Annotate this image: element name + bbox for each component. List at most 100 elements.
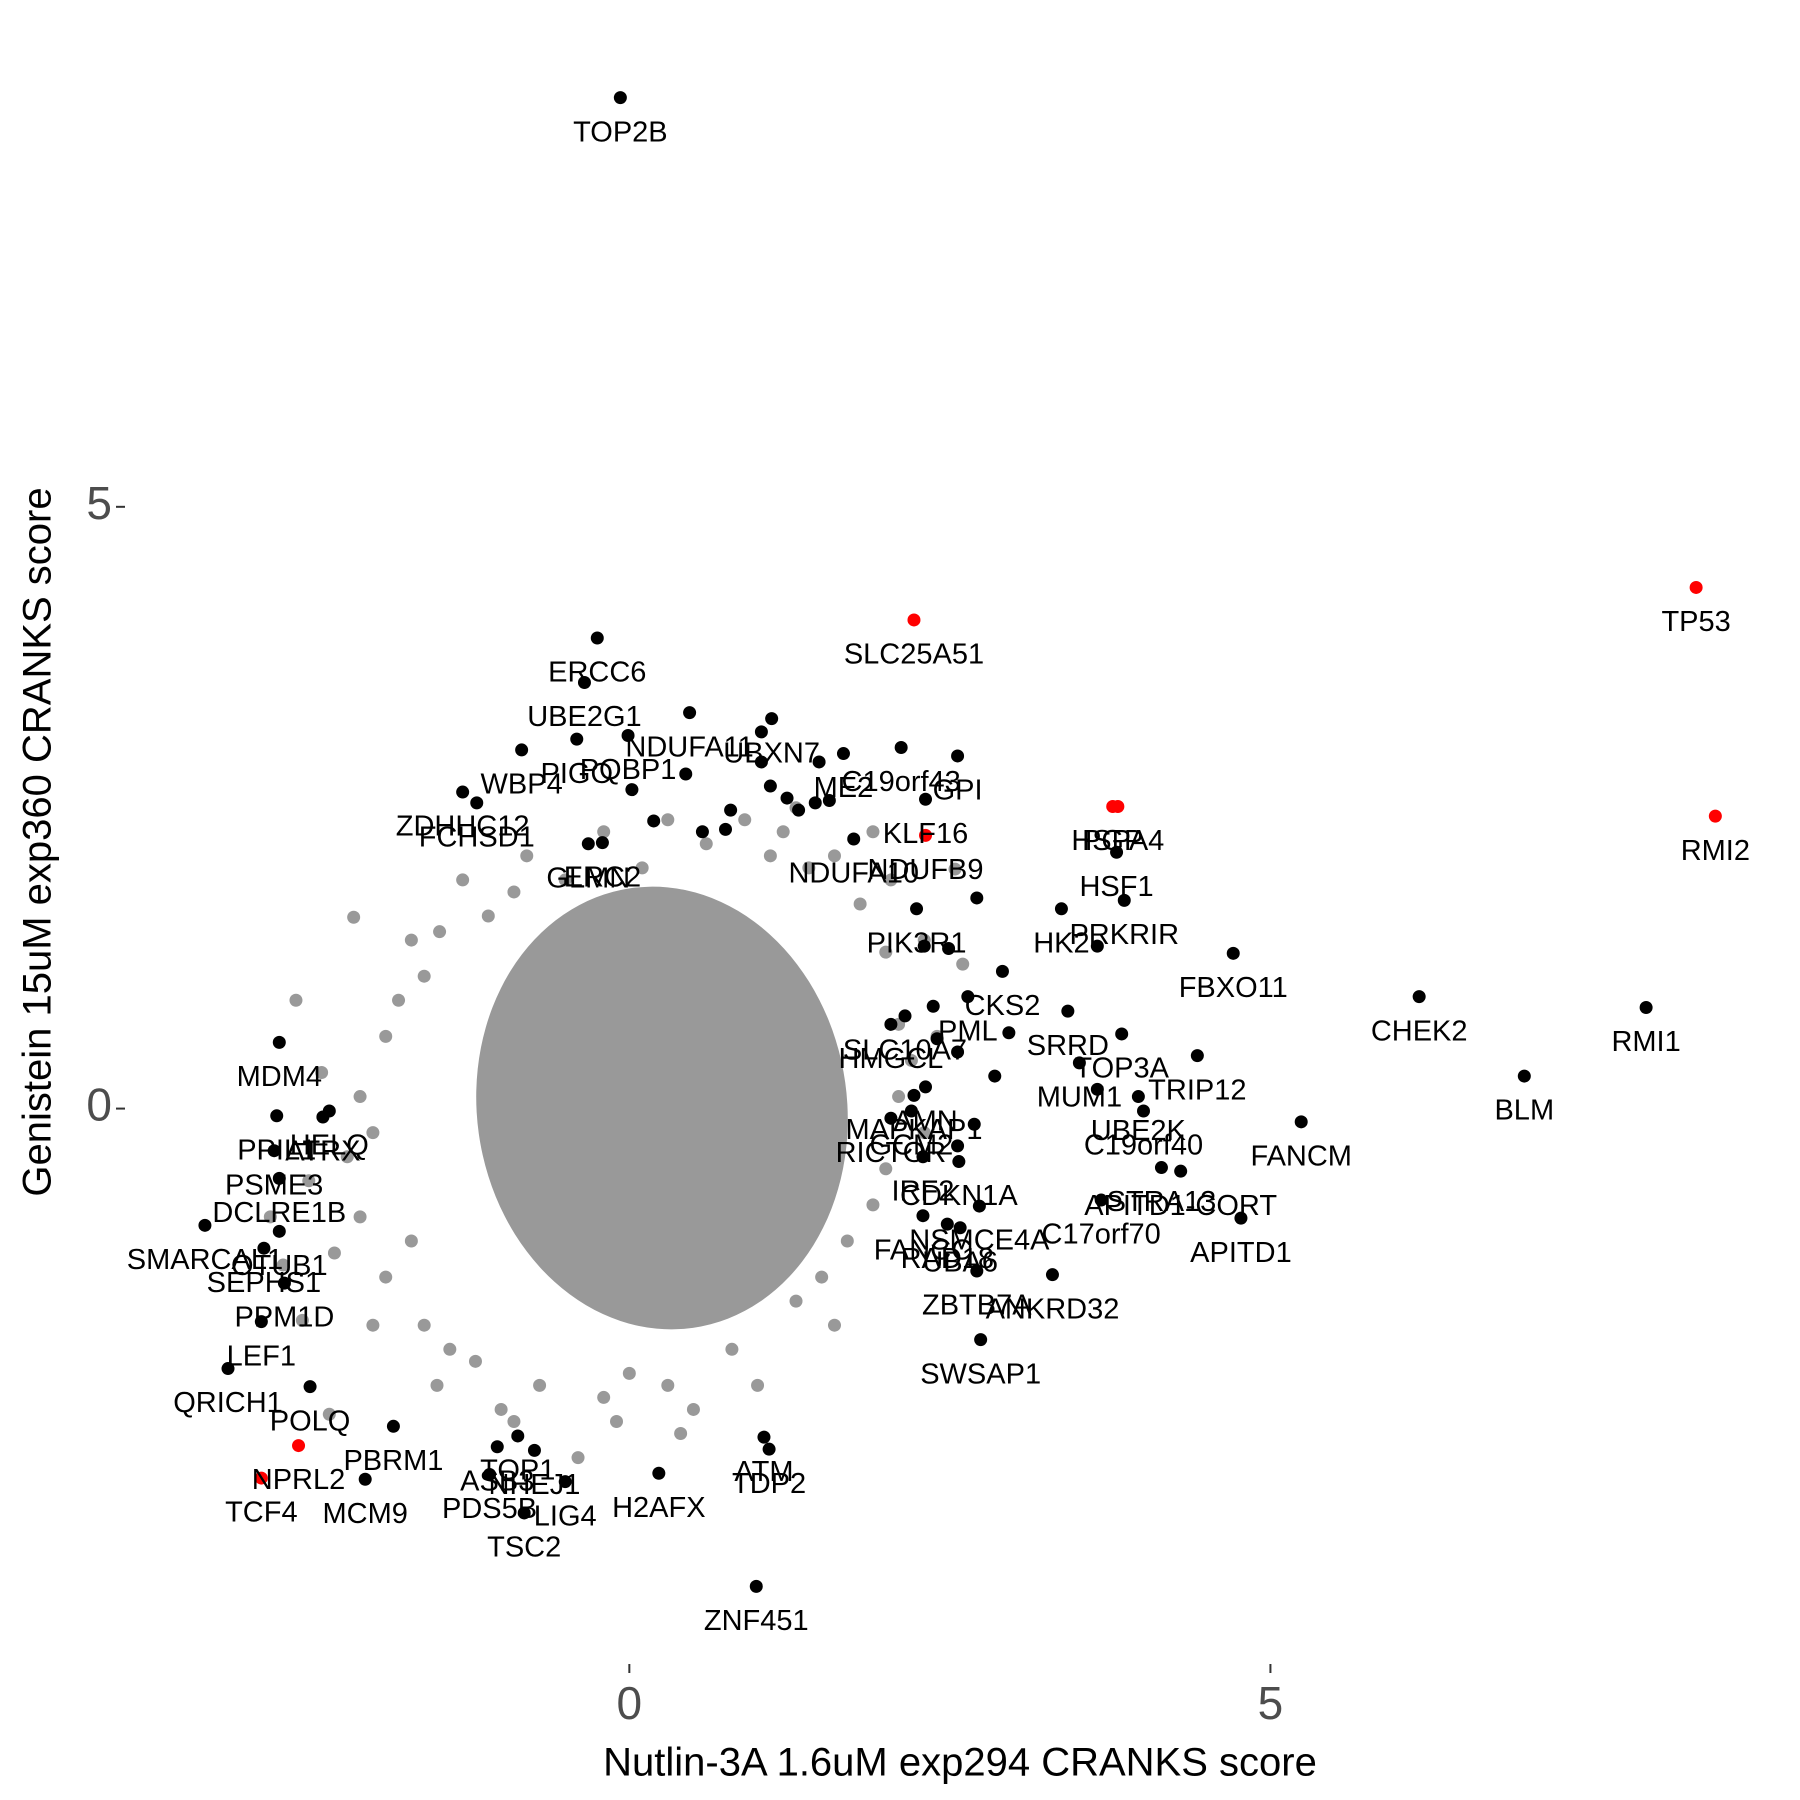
- point-label: AMN: [893, 1106, 957, 1138]
- point: [622, 1366, 636, 1380]
- point-label: TOP3A: [1074, 1053, 1169, 1085]
- point: [272, 1224, 286, 1238]
- point: [853, 897, 867, 911]
- point: [884, 1017, 898, 1031]
- point: [952, 1155, 966, 1169]
- point: [970, 891, 984, 905]
- point: [1136, 1104, 1150, 1118]
- point: [930, 1032, 944, 1046]
- point: [836, 747, 850, 761]
- point: [392, 993, 406, 1007]
- point: [1045, 1268, 1059, 1282]
- point-label: RMI2: [1681, 835, 1750, 867]
- point: [679, 767, 693, 781]
- point: [972, 1199, 986, 1213]
- point: [625, 783, 639, 797]
- point: [661, 813, 675, 827]
- point: [527, 1443, 541, 1457]
- point: [276, 1258, 290, 1272]
- point: [1094, 1193, 1108, 1207]
- point: [652, 1466, 666, 1480]
- point-label: POLQ: [270, 1405, 351, 1437]
- y-axis-title: Genistein 15uM exp360 CRANKS score: [16, 487, 60, 1196]
- point: [1154, 1161, 1168, 1175]
- point: [916, 1209, 930, 1223]
- point: [470, 796, 484, 810]
- point: [894, 741, 908, 755]
- point: [443, 1342, 457, 1356]
- point: [724, 803, 738, 817]
- point: [267, 1144, 281, 1158]
- point-label: PDS5B: [442, 1493, 537, 1525]
- point-label: LEF1: [227, 1340, 296, 1372]
- point: [1234, 1211, 1248, 1225]
- point-label: RICTOR: [836, 1137, 947, 1169]
- point-label: GPI: [933, 775, 983, 807]
- point: [610, 1414, 624, 1428]
- point: [483, 1467, 497, 1481]
- point: [970, 1264, 984, 1278]
- point: [951, 749, 965, 763]
- point-label: ANKRD32: [986, 1293, 1120, 1325]
- point-label: MUM1: [1037, 1082, 1122, 1114]
- point: [353, 1210, 367, 1224]
- point: [951, 1045, 965, 1059]
- point-label: OTUB1: [231, 1250, 328, 1282]
- point-label: TDP2: [732, 1468, 806, 1500]
- point: [404, 933, 418, 947]
- point: [198, 1218, 212, 1232]
- point: [1226, 946, 1240, 960]
- point: [749, 1579, 763, 1593]
- point: [686, 1402, 700, 1416]
- point-label: HK2: [1033, 927, 1089, 959]
- point: [974, 1333, 988, 1347]
- point: [762, 1442, 776, 1456]
- point: [942, 942, 956, 956]
- y-tick-label: 5: [86, 477, 112, 529]
- point-label: NDUFB9: [868, 854, 984, 886]
- point-label: PBRM1: [343, 1445, 443, 1477]
- point: [738, 813, 752, 827]
- point: [507, 885, 521, 899]
- point: [792, 803, 806, 817]
- point-label: ERCC6: [548, 657, 646, 689]
- point: [404, 1234, 418, 1248]
- point-label: SEPHS1: [207, 1267, 321, 1299]
- point-label: SRRD: [1027, 1030, 1109, 1062]
- point-label: NHEJ1: [489, 1469, 581, 1501]
- point: [1090, 939, 1104, 953]
- point: [907, 1088, 921, 1102]
- point: [917, 939, 931, 953]
- point-label: DCLRE1B: [212, 1197, 346, 1229]
- point-label: HSF1: [1079, 871, 1153, 903]
- point: [757, 1430, 771, 1444]
- point: [254, 1315, 268, 1329]
- point: [953, 1221, 967, 1235]
- point: [1117, 893, 1131, 907]
- point: [347, 910, 361, 924]
- point-label: ATM: [734, 1456, 793, 1488]
- point: [1294, 1115, 1308, 1129]
- point: [481, 909, 495, 923]
- point: [1061, 1004, 1075, 1018]
- point: [910, 902, 924, 916]
- point: [353, 1090, 367, 1104]
- point: [751, 1378, 765, 1392]
- point: [1639, 1000, 1653, 1014]
- point: [951, 1139, 965, 1153]
- point-label: NDUFA10: [788, 858, 919, 890]
- point: [366, 1318, 380, 1332]
- point: [379, 1270, 393, 1284]
- point-label: C19orf40: [1084, 1130, 1203, 1162]
- point: [581, 837, 595, 851]
- point-label: RMI1: [1611, 1026, 1680, 1058]
- point-label: PPM1D: [234, 1302, 334, 1334]
- point-label: C19orf43: [842, 766, 961, 798]
- point-label: UBE2K: [1091, 1115, 1187, 1147]
- point-label: PGP: [1082, 825, 1143, 857]
- point: [511, 1429, 525, 1443]
- point-label: FCHSD1: [419, 822, 535, 854]
- point: [1412, 990, 1426, 1004]
- point-label: PQBP1: [580, 754, 677, 786]
